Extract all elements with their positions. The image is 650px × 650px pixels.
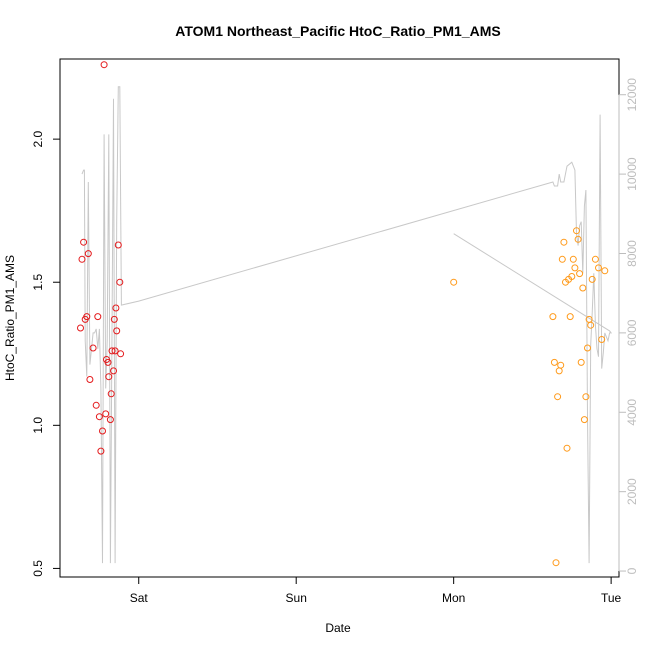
data-point-series-2: [566, 313, 574, 321]
data-point-series-2: [563, 444, 571, 452]
y2-tick-label: 4000: [625, 399, 639, 426]
data-point-series-1: [114, 241, 122, 249]
x-tick-label: Tue: [601, 591, 622, 605]
data-point-series-2: [552, 559, 560, 567]
data-point-series-1: [110, 367, 117, 375]
data-point-series-1: [107, 390, 115, 398]
points-layer: [77, 61, 609, 567]
y-tick-label: 1.0: [31, 417, 45, 434]
data-point-series-1: [80, 238, 88, 246]
data-point-series-1: [102, 410, 110, 418]
data-point-series-1: [100, 61, 108, 69]
y2-tick-label: 12000: [625, 78, 639, 112]
data-point-series-2: [573, 227, 580, 235]
x-tick-label: Sat: [130, 591, 149, 605]
data-point-series-1: [106, 416, 114, 424]
altitude-line: [81, 86, 613, 564]
y2-tick-label: 8000: [625, 240, 639, 267]
data-point-series-2: [550, 358, 558, 366]
data-point-series-1: [116, 278, 124, 286]
data-point-series-1: [105, 373, 113, 381]
data-point-series-2: [450, 278, 458, 286]
y2-tick-label: 10000: [625, 157, 639, 191]
data-point-series-2: [584, 344, 591, 352]
x-tick-label: Sun: [286, 591, 307, 605]
data-point-series-2: [554, 393, 562, 401]
data-point-series-1: [117, 350, 125, 358]
data-point-series-1: [84, 250, 92, 258]
data-point-series-1: [89, 344, 97, 352]
data-point-series-2: [557, 361, 565, 369]
data-point-series-1: [92, 401, 100, 409]
y-axis-label: HtoC_Ratio_PM1_AMS: [3, 255, 17, 381]
y-tick-label: 1.5: [31, 274, 45, 291]
data-point-series-2: [587, 321, 595, 329]
data-point-series-1: [111, 347, 119, 355]
data-point-series-2: [595, 264, 602, 272]
data-point-series-1: [113, 327, 121, 335]
data-point-series-2: [574, 235, 582, 243]
data-point-series-2: [577, 358, 585, 366]
data-point-series-1: [78, 255, 86, 263]
data-point-series-2: [580, 416, 588, 424]
x-tick-label: Mon: [442, 591, 465, 605]
data-point-series-2: [598, 336, 606, 343]
y-tick-label: 2.0: [31, 130, 45, 147]
data-point-series-2: [549, 313, 557, 321]
data-point-series-1: [97, 447, 105, 455]
data-point-series-2: [555, 367, 563, 375]
data-point-series-2: [591, 255, 599, 263]
data-point-series-2: [569, 255, 577, 263]
data-point-series-1: [77, 324, 84, 332]
data-point-series-1: [110, 315, 118, 323]
x-axis: Sat Sun Mon Tue: [130, 576, 622, 605]
chart-title: ATOM1 Northeast_Pacific HtoC_Ratio_PM1_A…: [175, 23, 500, 39]
data-point-series-2: [558, 255, 566, 263]
plot-area: [59, 58, 620, 578]
y2-tick-label: 2000: [625, 478, 639, 505]
data-point-series-2: [560, 238, 568, 246]
data-point-series-1: [94, 313, 102, 321]
data-point-series-2: [576, 270, 584, 278]
data-point-series-1: [99, 427, 106, 435]
altitude-layer: [81, 86, 613, 564]
y2-tick-label: 0: [625, 567, 639, 574]
data-point-series-1: [104, 358, 112, 366]
data-point-series-1: [83, 313, 91, 321]
data-point-series-2: [601, 267, 609, 275]
data-point-series-2: [571, 264, 579, 272]
x-axis-label: Date: [325, 621, 351, 635]
data-point-series-2: [582, 393, 590, 401]
data-point-series-2: [568, 273, 576, 280]
data-point-series-1: [86, 376, 94, 383]
y-axis: 0.5 1.0 1.5 2.0: [31, 130, 61, 577]
data-point-series-1: [95, 413, 103, 421]
data-point-series-2: [588, 275, 596, 283]
data-point-series-1: [108, 347, 116, 355]
y-tick-label: 0.5: [31, 560, 45, 577]
data-point-series-1: [112, 304, 120, 312]
y2-tick-label: 6000: [625, 319, 639, 346]
data-point-series-2: [579, 284, 587, 292]
y2-axis: 0 2000 4000 6000 8000 10000 12000: [618, 78, 639, 574]
